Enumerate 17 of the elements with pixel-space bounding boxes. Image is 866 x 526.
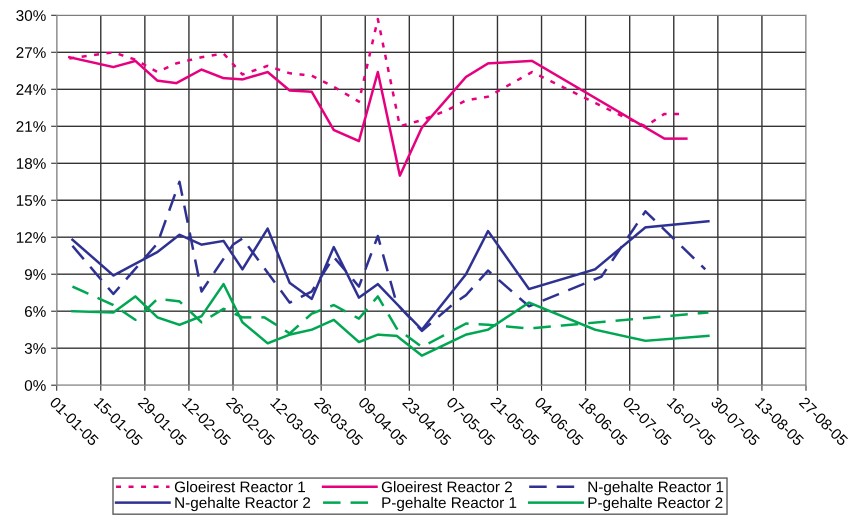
y-tick-label: 3%	[24, 343, 46, 354]
legend-label: N-gehalte Reactor 2	[175, 496, 310, 512]
y-tick-label: 24%	[16, 84, 46, 95]
y-tick-label: 15%	[16, 195, 46, 206]
legend-label: P-gehalte Reactor 1	[382, 496, 516, 512]
legend-label: P-gehalte Reactor 2	[588, 496, 722, 512]
y-tick-label: 0%	[24, 380, 46, 391]
y-tick-label: 27%	[16, 47, 46, 58]
y-tick-label: 18%	[16, 158, 46, 169]
legend-label: Gloeirest Reactor 1	[174, 481, 305, 492]
y-tick-label: 30%	[16, 10, 46, 21]
y-tick-label: 12%	[16, 232, 46, 243]
y-tick-label: 9%	[24, 269, 46, 280]
legend-label: N-gehalte Reactor 1	[588, 481, 724, 496]
legend-label: Gloeirest Reactor 2	[382, 481, 512, 492]
y-tick-label: 6%	[24, 306, 46, 317]
y-tick-label: 21%	[16, 121, 46, 132]
